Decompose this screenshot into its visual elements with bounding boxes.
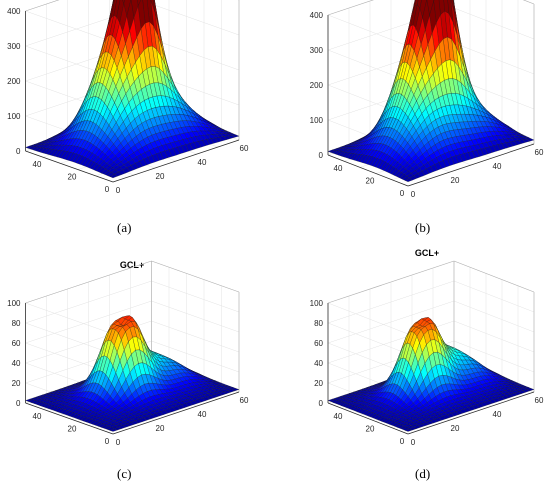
x-tick-label: 40: [198, 158, 207, 167]
x-tick-label: 60: [240, 144, 249, 153]
z-tick-label: 100: [310, 116, 324, 125]
panel-caption: (d): [415, 466, 431, 481]
surface-mesh: [25, 315, 240, 432]
surface-mesh: [327, 317, 535, 432]
tick-labels: 0 20 40 60 0 20 40 0 20 40 60 80 100: [7, 299, 249, 447]
z-tick-label: 60: [314, 339, 323, 348]
panel-caption: (c): [117, 466, 132, 481]
y-tick-label: 40: [33, 412, 42, 421]
x-tick-label: 20: [156, 172, 165, 181]
surface-plot: 0 20 40 60 0 20 40 0 20 40 60 80 100: [7, 260, 249, 447]
z-tick-label: 60: [12, 339, 21, 348]
x-tick-label: 0: [411, 438, 416, 447]
y-tick-label: 20: [366, 177, 375, 186]
y-tick-label: 40: [334, 164, 343, 173]
y-tick-label: 40: [334, 412, 343, 421]
chart-title: GCL+: [414, 248, 440, 258]
x-tick-label: 40: [198, 410, 207, 419]
z-tick-label: 100: [7, 299, 21, 308]
z-tick-label: 0: [16, 399, 21, 408]
z-tick-label: 300: [310, 46, 324, 55]
x-tick-label: 20: [156, 424, 165, 433]
x-tick-label: 60: [535, 396, 544, 405]
z-tick-label: 0: [319, 399, 324, 408]
x-tick-label: 40: [493, 410, 502, 419]
z-tick-label: 400: [7, 7, 21, 16]
y-tick-label: 0: [400, 189, 405, 198]
chart-title: GCL+: [119, 260, 145, 270]
x-tick-label: 0: [116, 438, 121, 447]
x-tick-label: 0: [116, 186, 121, 195]
z-tick-label: 200: [310, 81, 324, 90]
z-tick-label: 100: [310, 299, 324, 308]
z-tick-label: 20: [314, 379, 323, 388]
x-tick-label: 40: [493, 162, 502, 171]
z-tick-label: 400: [310, 11, 324, 20]
surface-mesh: [327, 0, 535, 182]
chart-panel-d: GCL+ 0 20 40 60 0 20 40 0 20 40 60 80 100 (d): [275, 244, 550, 489]
x-tick-label: 60: [535, 148, 544, 157]
z-tick-label: 100: [7, 112, 21, 121]
chart-panel-c: GCL+ 0 20 40 60 0 20 40 0 20 40 60 80 100 (c): [0, 244, 275, 489]
x-tick-label: 60: [240, 396, 249, 405]
z-tick-label: 200: [7, 77, 21, 86]
panel-caption: (a): [117, 220, 132, 235]
z-tick-label: 0: [16, 147, 21, 156]
y-tick-label: 0: [400, 437, 405, 446]
y-tick-label: 0: [105, 437, 110, 446]
y-tick-label: 40: [33, 160, 42, 169]
z-tick-label: 20: [12, 379, 21, 388]
z-tick-label: 40: [314, 359, 323, 368]
z-tick-label: 300: [7, 42, 21, 51]
z-tick-label: 80: [12, 319, 21, 328]
surface-mesh: [25, 0, 240, 179]
x-tick-label: 20: [451, 424, 460, 433]
surface-plot: 0 20 40 60 0 20 40 0 20 40 60 80 100: [310, 260, 544, 447]
y-tick-label: 20: [366, 425, 375, 434]
panel-caption: (b): [415, 220, 431, 235]
z-tick-label: 80: [314, 319, 323, 328]
x-tick-label: 20: [451, 176, 460, 185]
x-tick-label: 0: [411, 190, 416, 199]
y-tick-label: 20: [68, 173, 77, 182]
z-tick-label: 0: [319, 151, 324, 160]
tick-labels: 0 20 40 60 0 20 40 0 20 40 60 80 100: [310, 299, 544, 447]
z-tick-label: 40: [12, 359, 21, 368]
y-tick-label: 0: [105, 185, 110, 194]
y-tick-label: 20: [68, 425, 77, 434]
